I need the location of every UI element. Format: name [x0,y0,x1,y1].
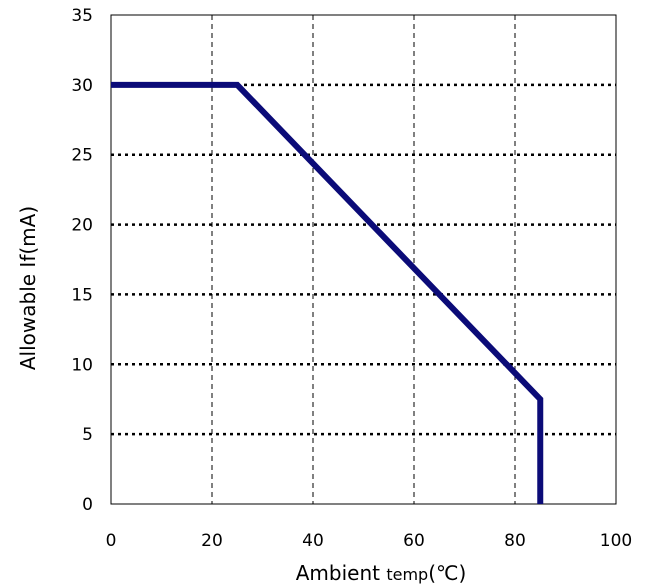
y-tick-label: 10 [71,355,93,375]
y-tick-label: 30 [71,76,93,96]
plot-frame [110,14,617,505]
x-tick-label: 0 [106,531,117,551]
x-tick-label: 40 [302,531,324,551]
y-tick-label: 0 [82,495,93,515]
x-tick-label: 20 [201,531,223,551]
y-tick-label: 15 [71,285,93,305]
y-tick-labels: 0 5 10 15 20 25 30 35 [71,6,93,515]
series-line [111,81,544,504]
y-axis-label: Allowable If(mA) [16,206,40,370]
x-tick-label: 80 [504,531,526,551]
x-axis-label-unit: (℃) [428,561,466,585]
x-axis-label-main: Ambient [296,561,380,585]
y-tick-label: 35 [71,6,93,26]
x-tick-label: 100 [600,531,632,551]
x-tick-label: 60 [403,531,425,551]
x-axis-label: Ambient temp(℃) [296,561,467,585]
series-layer [111,81,544,504]
x-tick-labels: 0 20 40 60 80 100 [106,531,633,551]
y-tick-label: 25 [71,146,93,166]
y-tick-label: 20 [71,216,93,236]
y-tick-label: 5 [82,425,93,445]
x-axis-label-small: temp [386,565,428,584]
